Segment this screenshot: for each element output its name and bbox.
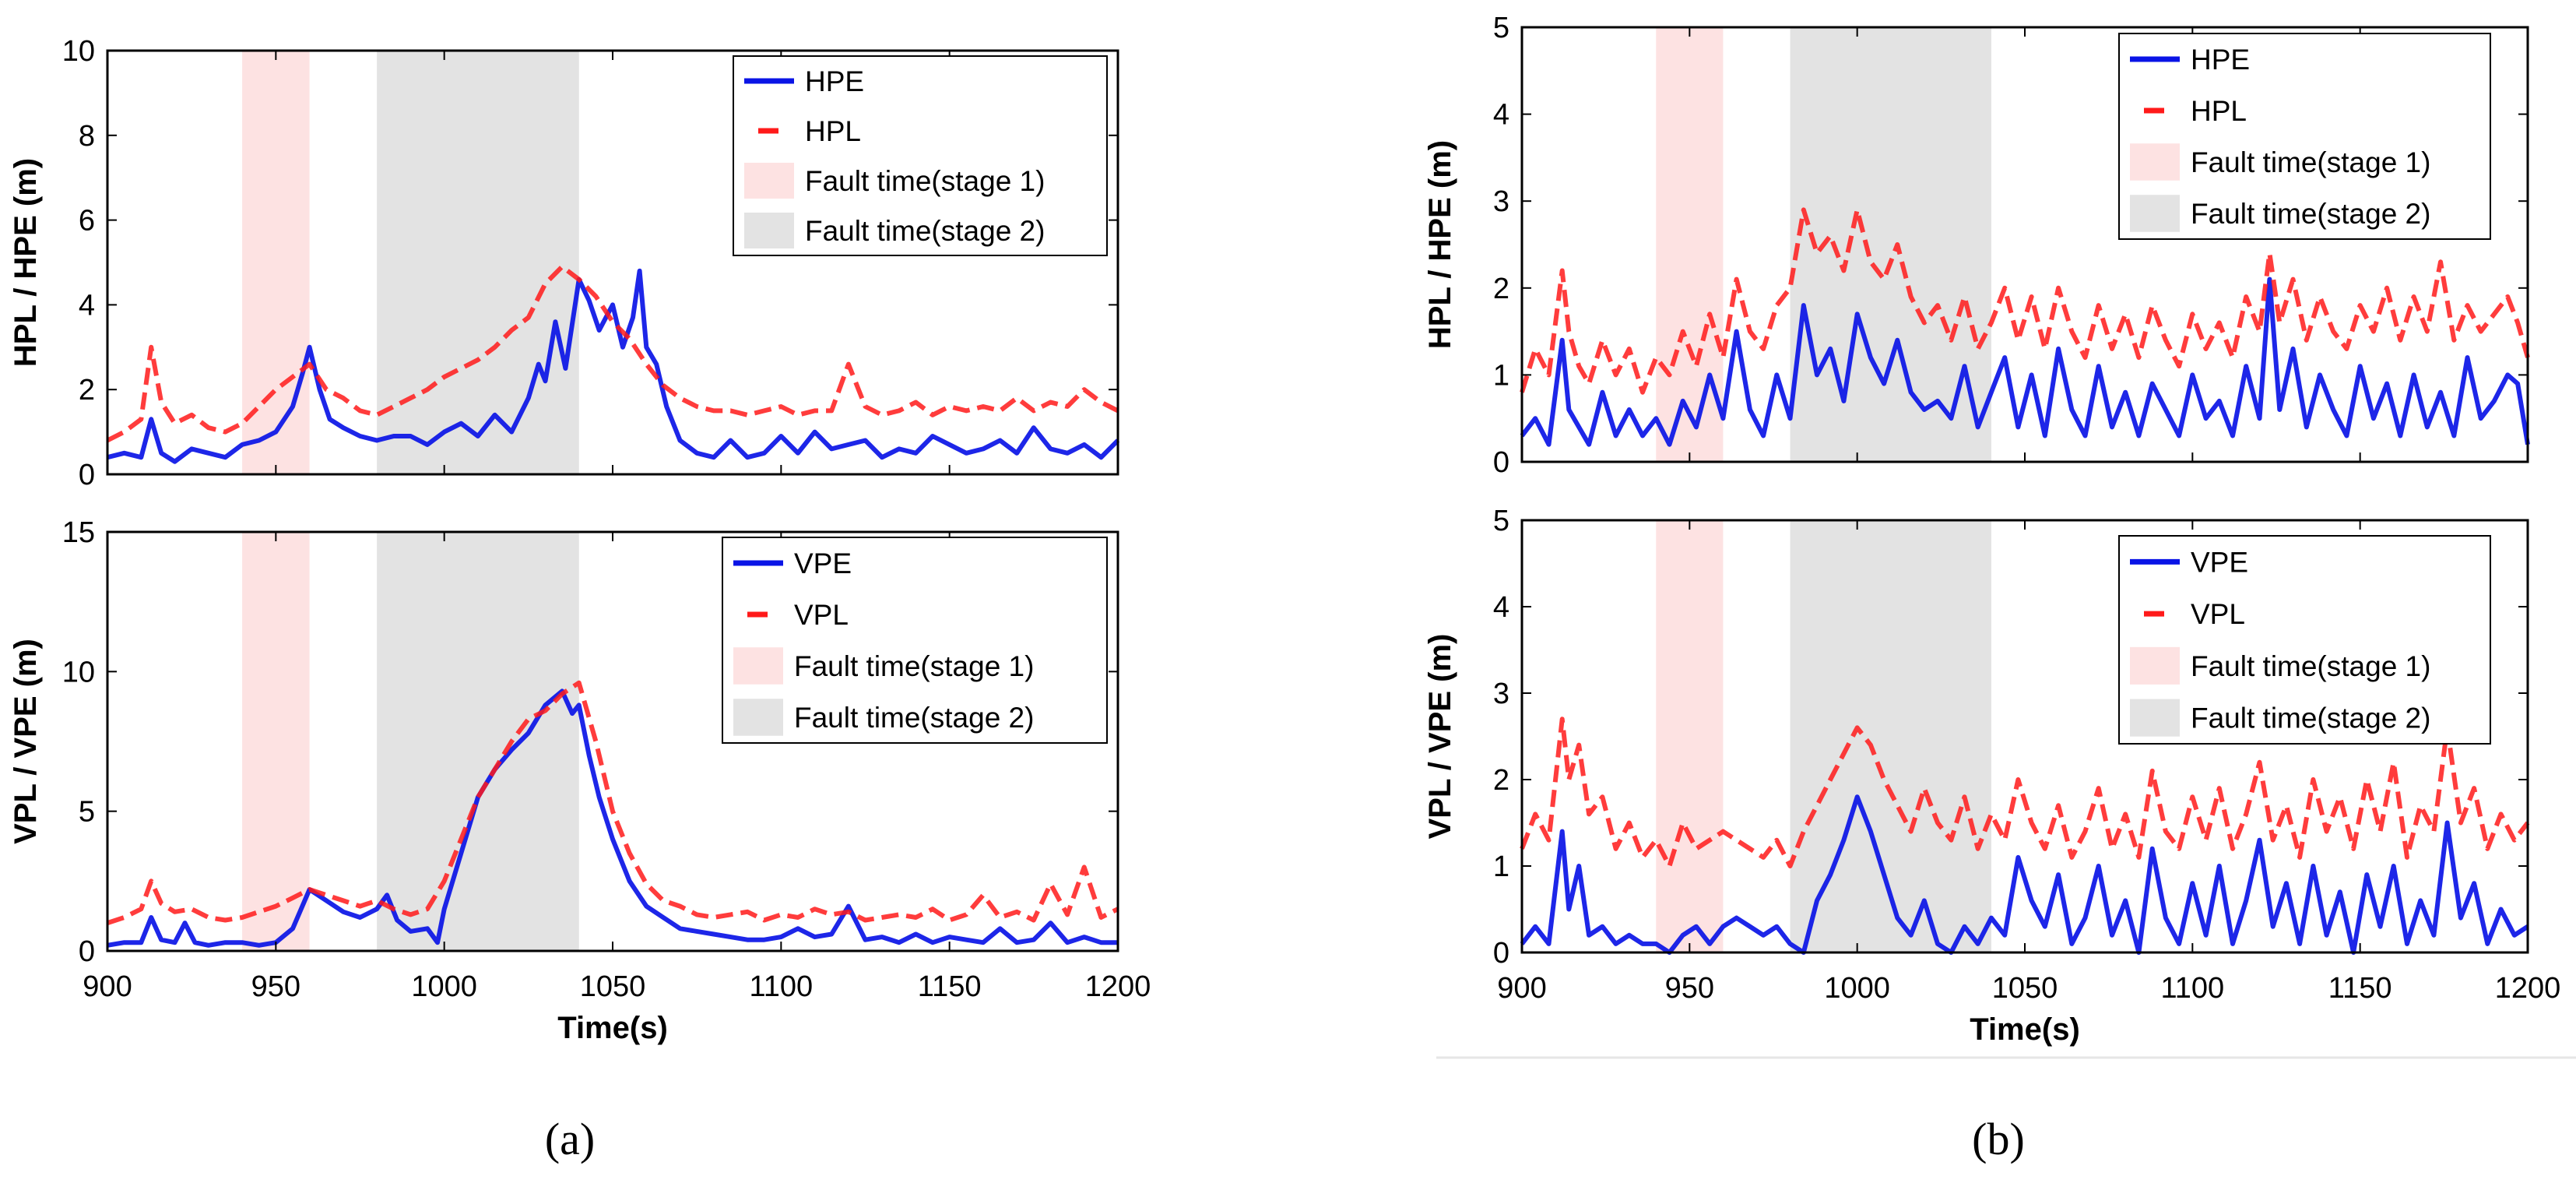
b-bottom-ytick-label: 5: [1493, 505, 1509, 537]
b-bottom-ytick-label: 4: [1493, 591, 1509, 624]
b-bottom-xtick-label: 1100: [2160, 972, 2224, 1005]
b-bottom-xlabel: Time(s): [1970, 1012, 2080, 1047]
b-top-legend: HPE HPL Fault time(stage 1) Fault time(stag…: [2118, 33, 2491, 240]
b-bottom-legend-swatch-fault1: [2130, 646, 2180, 685]
a-bottom-legend-label: Fault time(stage 2): [794, 702, 1034, 734]
a-bottom-legend-swatch-fault1: [733, 647, 783, 685]
a-top-legend-label: HPE: [805, 65, 864, 97]
b-bottom-legend-swatch-fault2: [2130, 699, 2180, 737]
a-top-legend-label: Fault time(stage 2): [805, 215, 1045, 247]
b-bottom-xtick-label: 1150: [2328, 972, 2392, 1005]
b-top-legend-swatch-fault2: [2130, 195, 2180, 232]
a-bottom-series-vpe: [107, 688, 1118, 948]
b-top-ytick-label: 1: [1493, 359, 1509, 392]
b-top-legend-swatch-fault1: [2130, 143, 2180, 181]
a-bottom-xtick-label: 1050: [580, 970, 646, 1003]
a-top-legend-label: Fault time(stage 1): [805, 165, 1045, 197]
a-top-fault-span-stage1: [242, 51, 310, 474]
a-bottom-legend-label: VPL: [794, 599, 849, 631]
a-top-series-hpe: [107, 268, 1120, 464]
a-bottom-fault-span-stage2: [377, 532, 579, 951]
a-bottom-legend: VPE VPL Fault time(stage 1) Fault time(stag…: [722, 537, 1108, 744]
a-top-ytick-label: 0: [79, 459, 95, 491]
a-bottom-ytick-label: 15: [62, 516, 95, 549]
b-bottom-legend-label: VPL: [2191, 598, 2245, 630]
a-bottom-xlabel: Time(s): [557, 1011, 668, 1045]
a-top-legend-label: HPL: [805, 115, 861, 147]
b-top-fault-span-stage1: [1656, 27, 1724, 462]
a-bottom-fault-span-stage1: [242, 532, 310, 951]
b-bottom-xtick-label: 1050: [1992, 972, 2058, 1005]
b-bottom-legend: VPE VPL Fault time(stage 1) Fault time(stag…: [2118, 535, 2491, 745]
b-bottom-legend-label: Fault time(stage 2): [2191, 702, 2430, 734]
a-top-ytick-label: 10: [62, 35, 95, 68]
a-bottom-xtick-label: 1100: [749, 970, 813, 1003]
a-bottom-legend-label: Fault time(stage 1): [794, 650, 1034, 682]
b-top-legend-label: Fault time(stage 2): [2191, 198, 2430, 230]
caption-a: (a): [545, 1114, 595, 1164]
a-bottom-xtick-label: 950: [251, 970, 300, 1003]
a-bottom-legend-label: VPE: [794, 547, 852, 579]
a-top-legend: HPE HPL Fault time(stage 1) Fault time(stag…: [733, 55, 1108, 256]
a-top-legend-swatch-fault2: [744, 212, 794, 249]
a-top-legend-box: [733, 55, 1108, 256]
b-top-legend-label: HPE: [2191, 44, 2250, 76]
a-bottom-xtick-label: 1200: [1085, 970, 1151, 1003]
b-top-ytick-label: 5: [1493, 12, 1509, 44]
b-bottom-legend-label: VPE: [2191, 546, 2248, 578]
b-bottom-series-vpl: [1520, 716, 2530, 868]
a-bottom-xtick-label: 900: [83, 970, 132, 1003]
a-top-ylabel: HPL / HPE (m): [9, 158, 43, 367]
a-bottom-ytick-label: 0: [79, 935, 95, 968]
b-bottom-ytick-label: 0: [1493, 937, 1509, 970]
b-bottom-ytick-label: 1: [1493, 850, 1509, 883]
b-top-ylabel: HPL / HPE (m): [1423, 140, 1457, 349]
chart-b-top: 0 1 2 3 4 5 HPL / HPE (m) HPE HPL Fault time(stag…: [1423, 12, 2530, 479]
b-bottom-xtick-label: 950: [1665, 972, 1714, 1005]
b-bottom-ytick-label: 3: [1493, 678, 1509, 710]
a-bottom-ytick-label: 5: [79, 796, 95, 829]
a-bottom-ylabel: VPL / VPE (m): [9, 639, 43, 844]
b-bottom-xtick-label: 1000: [1824, 972, 1890, 1005]
a-bottom-ytick-label: 10: [62, 656, 95, 688]
b-top-series-hpl: [1520, 207, 2530, 395]
b-bottom-fault-span-stage2: [1790, 520, 1991, 952]
b-top-legend-box: [2118, 33, 2491, 240]
b-bottom-xtick-label: 900: [1497, 972, 1546, 1005]
b-bottom-xtick-label: 1200: [2495, 972, 2561, 1005]
chart-a-top: 0 2 4 6 8 10 HPL / HPE (m) HPE HPL Fault time(sta…: [9, 35, 1120, 491]
a-bottom-xtick-label: 1000: [411, 970, 477, 1003]
b-bottom-ytick-label: 2: [1493, 764, 1509, 797]
a-bottom-legend-swatch-fault2: [733, 699, 783, 736]
b-top-legend-label: HPL: [2191, 95, 2247, 127]
a-bottom-legend-box: [722, 537, 1108, 744]
a-top-ytick-label: 4: [79, 289, 95, 322]
a-bottom-xtick-label: 1150: [918, 970, 982, 1003]
b-bottom-legend-label: Fault time(stage 1): [2191, 650, 2430, 682]
b-top-ytick-label: 2: [1493, 273, 1509, 305]
a-top-fault-span-stage2: [377, 51, 579, 474]
b-top-fault-span-stage2: [1790, 27, 1991, 462]
b-top-ytick-label: 3: [1493, 185, 1509, 218]
b-bottom-legend-box: [2118, 535, 2491, 745]
b-bottom-series-vpe: [1520, 794, 2529, 955]
chart-b-bottom: 0 1 2 3 4 5 900 950 1000 1050 1100 1150 1200 VPL / VP…: [1423, 505, 2560, 1047]
b-top-ytick-label: 0: [1493, 446, 1509, 479]
a-top-series-hpl: [106, 264, 1119, 443]
b-top-series-hpe: [1520, 276, 2530, 447]
a-bottom-series-vpl: [107, 680, 1119, 925]
chart-a-bottom: 0 5 10 15 900 950 1000 1050 1100 1150 1200 VPL / VP…: [9, 516, 1151, 1045]
a-top-ytick-label: 6: [79, 205, 95, 238]
b-top-ytick-label: 4: [1493, 99, 1509, 132]
a-top-ytick-label: 8: [79, 120, 95, 153]
a-top-legend-swatch-fault1: [744, 162, 794, 199]
b-top-legend-label: Fault time(stage 1): [2191, 146, 2430, 178]
b-bottom-ylabel: VPL / VPE (m): [1423, 634, 1457, 840]
a-top-ytick-label: 2: [79, 374, 95, 407]
b-bottom-fault-span-stage1: [1656, 520, 1724, 952]
caption-b: (b): [1972, 1114, 2025, 1164]
